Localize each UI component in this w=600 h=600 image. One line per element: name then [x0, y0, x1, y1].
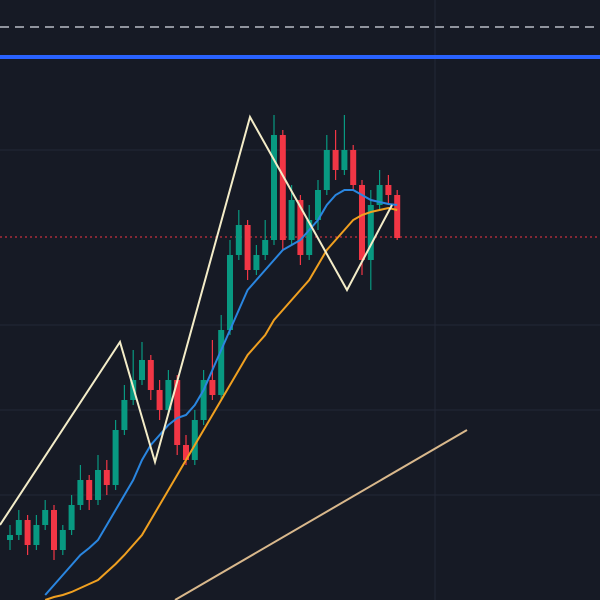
candle-body [156, 390, 163, 410]
candle-body [165, 380, 172, 410]
candle-body [253, 255, 260, 270]
candle-body [139, 360, 145, 380]
candle-body [218, 330, 225, 395]
marks [7, 115, 401, 600]
candle-body [367, 205, 374, 260]
candle-body [350, 150, 357, 185]
candle-body [244, 225, 251, 270]
candle-body [112, 430, 119, 485]
candle-body [15, 520, 22, 535]
candle-body [323, 150, 330, 190]
candle-body [183, 445, 189, 460]
candle-body [262, 240, 269, 255]
candle-body [297, 200, 304, 255]
candle-body [191, 420, 198, 460]
candle-body [394, 195, 401, 238]
candle-body [279, 135, 286, 240]
candle-body [385, 185, 392, 195]
candle-body [95, 470, 101, 500]
candle-body [227, 255, 233, 330]
candle-body [42, 510, 49, 525]
candle-body [24, 520, 31, 545]
candle-body [121, 400, 128, 430]
candle-body [7, 535, 13, 540]
candle-body [147, 360, 154, 390]
moving-average [44, 189, 398, 596]
candle-body [86, 480, 93, 500]
candle-body [68, 505, 75, 530]
candle-body [77, 480, 84, 505]
trend-line [174, 429, 468, 600]
candle-body [200, 380, 207, 420]
candle-body [332, 150, 339, 170]
candle-body [376, 185, 383, 205]
candle-body [59, 530, 66, 550]
zigzag [0, 114, 393, 526]
candle-body [306, 220, 313, 255]
candle-body [174, 380, 181, 445]
candle-body [209, 380, 216, 395]
candle-body [288, 200, 295, 240]
candle-body [341, 150, 348, 170]
candle-body [33, 525, 40, 545]
candle-body [235, 225, 242, 255]
candle-body [51, 510, 57, 550]
candle-body [103, 470, 110, 485]
candle-body [315, 190, 321, 220]
candle-body [359, 185, 365, 260]
moving-average [44, 206, 398, 600]
candle-body [271, 135, 277, 240]
